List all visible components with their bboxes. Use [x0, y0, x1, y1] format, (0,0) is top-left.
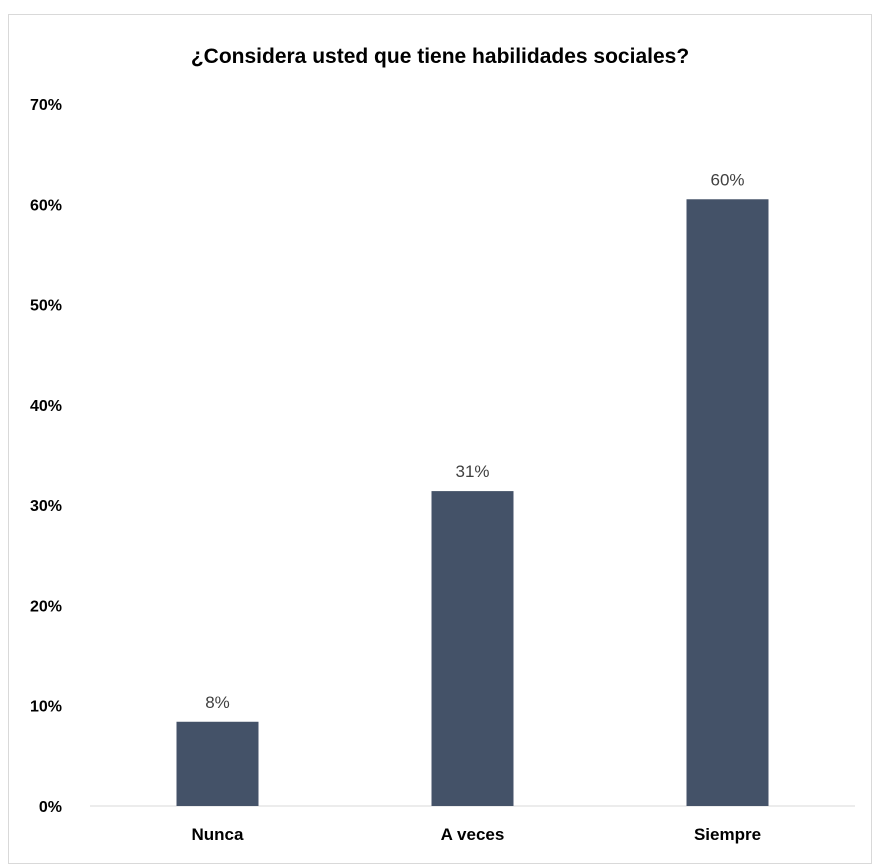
- data-label: 60%: [710, 170, 744, 189]
- y-tick-label: 0%: [39, 799, 62, 816]
- chart-title: ¿Considera usted que tiene habilidades s…: [191, 45, 689, 68]
- x-tick-label: A veces: [441, 825, 505, 844]
- bars: [176, 199, 769, 806]
- x-tick-label: Siempre: [694, 825, 761, 844]
- bar: [686, 199, 769, 806]
- y-tick-label: 50%: [30, 298, 62, 315]
- bar: [176, 721, 259, 806]
- data-label: 8%: [205, 693, 230, 712]
- y-tick-label: 70%: [30, 97, 62, 114]
- x-tick-label: Nunca: [192, 825, 245, 844]
- y-axis-ticks: 0% 10% 20% 30% 40% 50% 60% 70%: [30, 97, 62, 816]
- x-axis-ticks: Nunca A veces Siempre: [192, 825, 762, 844]
- y-tick-label: 60%: [30, 197, 62, 214]
- y-tick-label: 20%: [30, 598, 62, 615]
- y-tick-label: 10%: [30, 699, 62, 716]
- data-label: 31%: [455, 462, 489, 481]
- data-labels: 8% 31% 60%: [205, 170, 744, 711]
- bar: [431, 491, 514, 806]
- y-tick-label: 30%: [30, 498, 62, 515]
- y-tick-label: 40%: [30, 398, 62, 415]
